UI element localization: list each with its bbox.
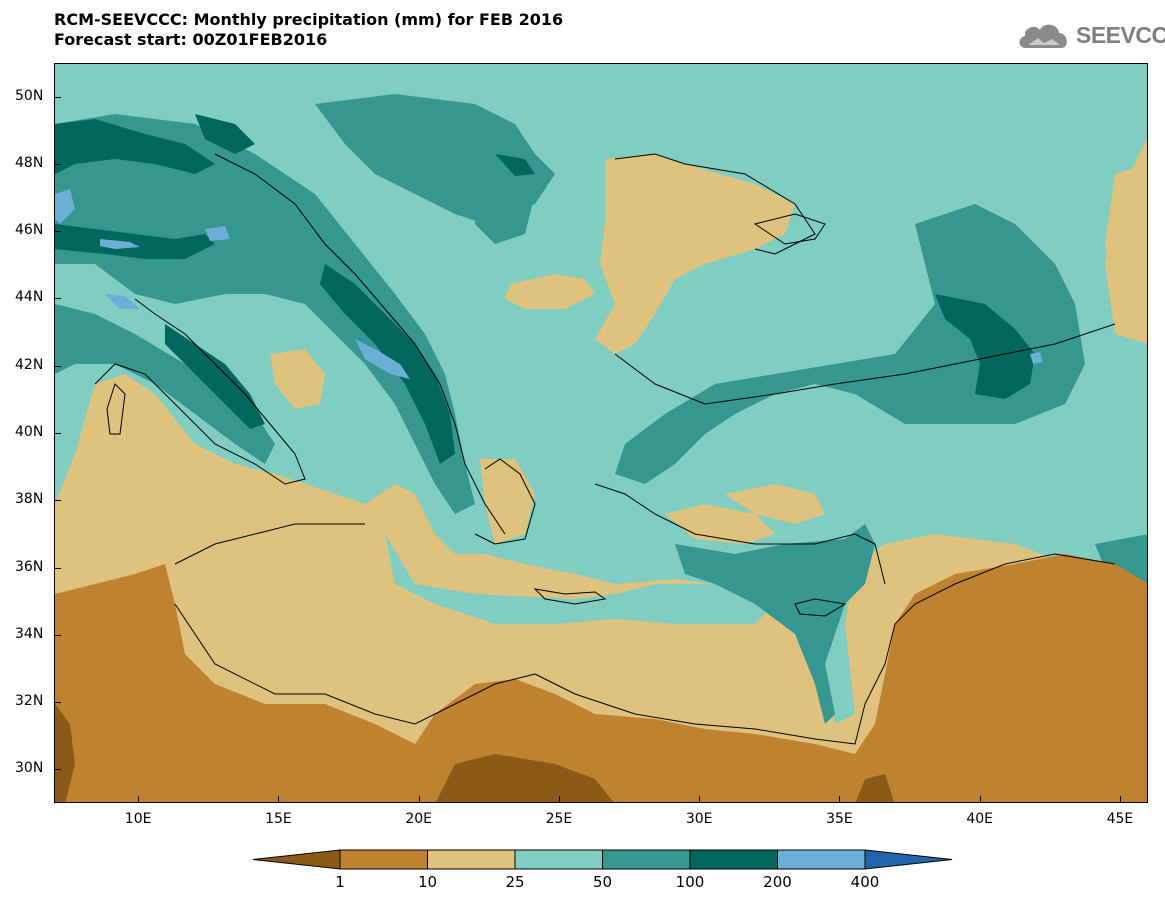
forecast-start: Forecast start: 00Z01FEB2016 [54,30,328,49]
lon-tick-mark [558,796,560,803]
colorbar-label: 10 [417,873,438,891]
zone-100-200-carpathian [495,154,535,176]
colorbar-label: 400 [850,873,880,891]
zone-200-400-italy [105,294,140,309]
zone-100-200-adriatic [320,264,455,464]
zone-10-25-turkey-b [725,484,825,524]
lon-tick-label: 10E [124,811,152,827]
zone-10-25-turkey-a [665,504,775,544]
colorbar-box [427,849,516,870]
map-frame [54,63,1148,803]
zone-10-25-italy [110,394,305,504]
lon-tick-label: 40E [966,811,994,827]
colorbar-max-triangle [864,849,953,870]
lon-tick-label: 20E [405,811,432,827]
zone-100-200-italy [165,324,265,429]
lat-tick-mark [54,567,61,569]
zone-10-25-peloponnese [480,459,535,544]
precipitation-map [55,64,1147,802]
zone-10-25-hungary [505,274,595,309]
lat-tick-label: 30N [15,760,44,777]
zone-200-400-alps [100,239,140,249]
colorbar-box [777,849,866,870]
lat-tick-label: 38N [15,491,44,508]
lat-tick-mark [54,500,61,502]
seevccc-logo: SEEVCCC [1016,18,1165,52]
zone-100-200-poland [195,114,255,154]
lon-tick-mark [839,796,841,803]
lat-tick-label: 50N [15,87,44,104]
colorbar-box [514,849,603,870]
zone-200-400-alps-2 [205,226,230,241]
colorbar-label: 25 [505,873,525,891]
lat-tick-label: 42N [15,356,44,373]
lat-tick-mark [54,231,61,233]
lat-tick-mark [54,96,61,98]
lon-tick-mark [278,796,280,803]
colorbar-label: 50 [592,873,613,891]
zone-50-100-anatolia-south [675,524,875,724]
lon-tick-label: 25E [545,811,573,827]
lon-tick-label: 30E [685,811,713,827]
lat-tick-label: 40N [15,424,44,440]
lat-tick-label: 46N [15,222,44,239]
colorbar-box [689,849,778,870]
colorbar-label: 100 [675,873,705,891]
lat-tick-mark [54,298,61,300]
zone-100-200-north [55,119,215,174]
colorbar-label: 1 [335,873,345,891]
zone-50-100-italy-west [55,304,275,464]
border-lines [94,153,1116,745]
lat-tick-label: 32N [15,693,44,710]
zone-1-10-south [55,554,1147,802]
zone-50-100-black-sea [615,204,1085,484]
zone-25-50-aegean [385,534,775,624]
lon-tick-mark [418,796,420,803]
lon-tick-label: 15E [265,811,292,827]
lat-tick-label: 36N [15,558,44,575]
zone-50-100-carpathian [475,174,535,244]
lat-tick-mark [54,163,61,165]
lat-tick-mark [54,634,61,636]
cloud-logo-icon [1019,24,1067,48]
lat-tick-mark [54,433,61,434]
colorbar-box [339,849,428,870]
zone-10-25-ukraine [595,154,795,354]
lat-tick-mark [54,365,61,367]
title-block: RCM-SEEVCCC: Monthly precipitation (mm) … [54,10,563,50]
lon-tick-mark [979,796,981,803]
logo-text: SEEVCCC [1076,21,1165,48]
zone-200-400-west [55,189,75,224]
lon-tick-label: 45E [1106,811,1134,827]
colorbar-box [602,849,691,870]
lon-tick-mark [699,796,701,803]
zone-100-200-caucasus [935,294,1035,399]
lat-tick-label: 34N [15,625,44,642]
lat-tick-label: 44N [15,289,44,306]
lon-tick-mark [1119,796,1121,803]
map-title: RCM-SEEVCCC: Monthly precipitation (mm) … [54,10,564,29]
zone-10-25-italy-south [270,349,325,409]
lon-tick-label: 35E [826,811,853,827]
lat-tick-mark [54,702,61,704]
lat-tick-label: 48N [15,154,44,171]
zone-10-25-east [1105,164,1147,313]
zone-200-400-caucasus [1030,352,1043,364]
zone-lt1-west [55,704,75,802]
zone-50-100-alps [55,114,475,514]
zone-100-200-alps [55,224,215,259]
lon-tick-mark [138,796,140,803]
zone-lt1-levant [855,774,895,802]
colorbar-label: 200 [763,873,792,891]
zone-200-400-montenegro [355,339,410,379]
lat-tick-mark [54,769,61,771]
colorbar-min-triangle [252,849,341,870]
zone-lt1-egypt [436,754,614,802]
